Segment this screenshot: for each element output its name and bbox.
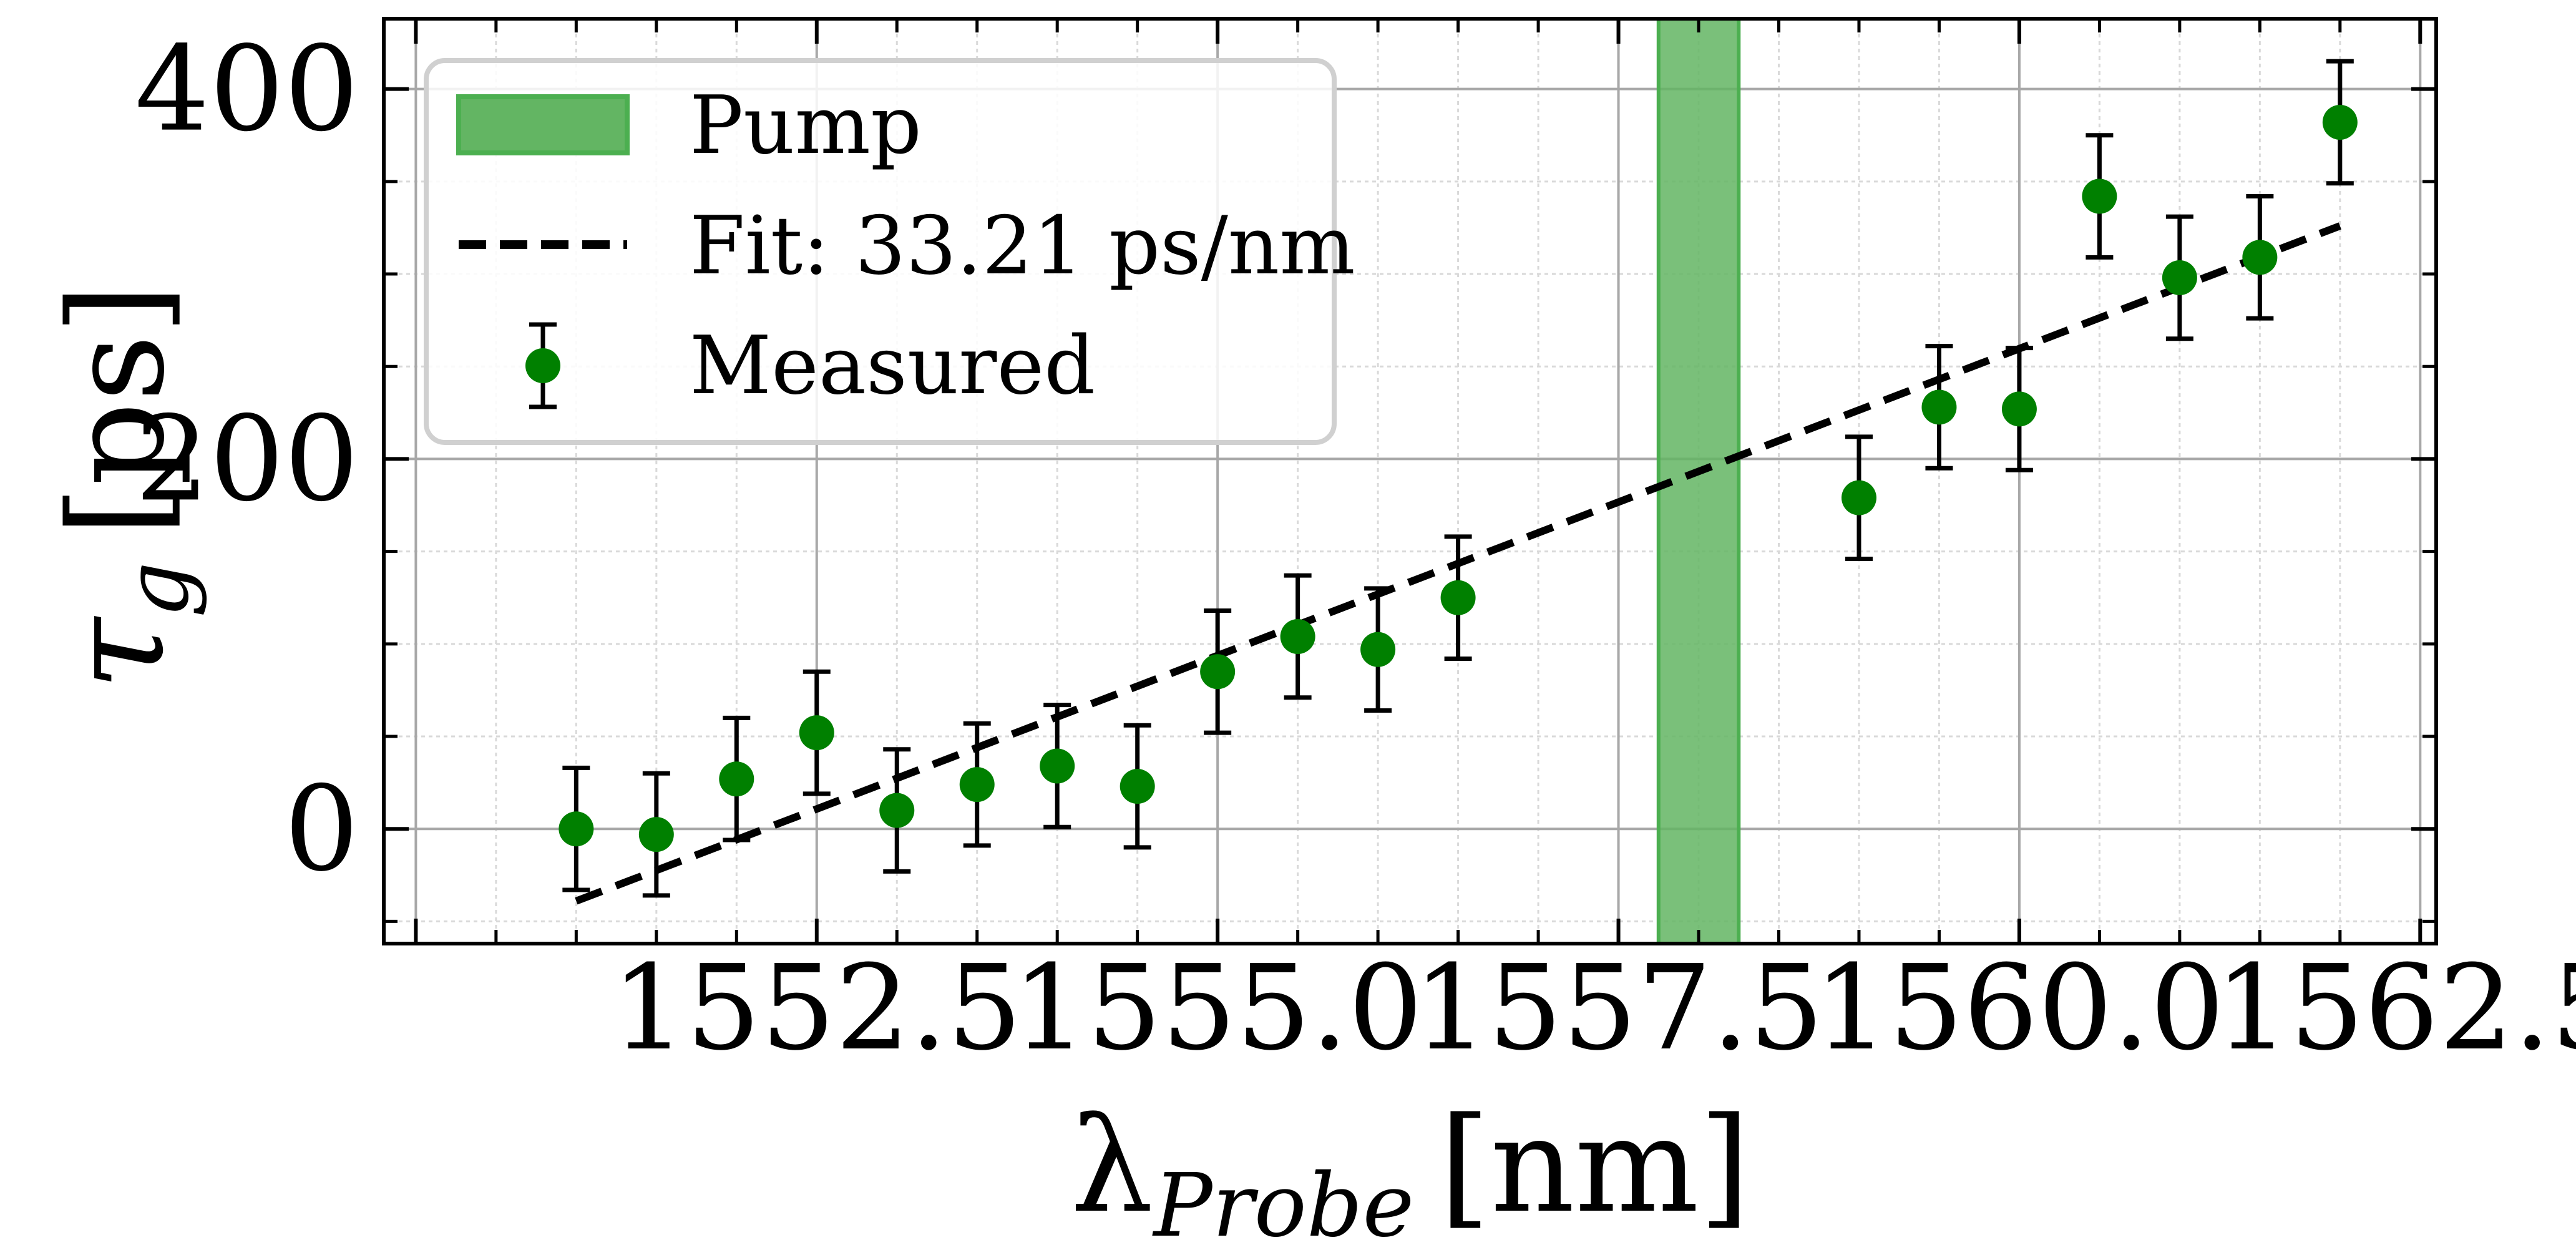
measured-marker	[2082, 178, 2117, 214]
measured-points-layer	[559, 59, 2358, 898]
measured-marker	[1280, 618, 1315, 654]
y-tick-label: 400	[135, 21, 359, 158]
measured-point	[2242, 194, 2278, 321]
y-tick-label: 200	[135, 391, 359, 527]
x-axis-unit: [nm]	[1439, 1089, 1750, 1242]
legend-marker	[525, 348, 560, 383]
measured-marker	[1120, 769, 1155, 804]
measured-marker	[1040, 748, 1075, 784]
measured-point	[1200, 608, 1236, 735]
measured-point	[1040, 703, 1075, 829]
plot-frame	[382, 17, 2438, 945]
measured-marker	[799, 715, 834, 751]
measured-point	[1841, 434, 1876, 561]
measured-point	[799, 669, 834, 796]
legend-pump-label: Pump	[690, 79, 922, 172]
y-axis-title: τg [ps]	[41, 283, 208, 690]
measured-marker	[2322, 104, 2358, 140]
measured-marker	[2162, 260, 2197, 295]
measured-point	[2162, 214, 2197, 341]
legend-measured-swatch	[525, 322, 560, 409]
legend-measured-label: Measured	[690, 320, 1095, 413]
x-tick-label: 1552.5	[612, 940, 1022, 1077]
x-axis-symbol: λ	[1070, 1089, 1153, 1242]
legend: Pump Fit: 33.21 ps/nm Measured	[424, 58, 1355, 445]
measured-point	[1360, 586, 1396, 713]
y-tick-label: 0	[284, 761, 359, 897]
measured-point	[879, 747, 915, 874]
x-axis-subscript: Probe	[1151, 1155, 1414, 1250]
measured-marker	[1360, 632, 1396, 667]
measured-point	[559, 765, 594, 892]
measured-point	[1921, 344, 1957, 471]
measured-marker	[1841, 480, 1876, 515]
measured-point	[2082, 133, 2117, 260]
measured-point	[2322, 59, 2358, 186]
measured-marker	[959, 767, 995, 803]
x-tick-label: 1560.0	[1814, 940, 2225, 1077]
measured-point	[1280, 573, 1315, 700]
x-tick-label: 1562.5	[2215, 940, 2576, 1077]
axis-ticks	[384, 19, 2436, 944]
x-tick-label: 1557.5	[1413, 940, 1824, 1077]
measured-point	[719, 715, 754, 842]
measured-point	[638, 771, 674, 898]
measured-point	[2001, 346, 2037, 472]
measured-marker	[2001, 391, 2037, 427]
measured-marker	[559, 811, 594, 847]
y-axis-symbol: τ	[41, 616, 193, 690]
measured-marker	[879, 793, 915, 828]
y-axis-unit: [ps]	[41, 283, 193, 537]
measured-point	[959, 721, 995, 848]
legend-box	[424, 58, 1337, 445]
x-axis-title: λProbe [nm]	[1070, 1089, 1750, 1250]
y-axis-subscript: g	[107, 562, 208, 618]
measured-point	[1120, 723, 1155, 850]
measured-marker	[1200, 654, 1236, 690]
measured-marker	[1440, 580, 1476, 615]
measured-point	[1440, 534, 1476, 662]
measured-marker	[638, 817, 674, 852]
legend-fit-label: Fit: 33.21 ps/nm	[690, 200, 1355, 293]
measured-marker	[719, 761, 754, 797]
measured-marker	[2242, 240, 2278, 275]
legend-pump-swatch	[456, 94, 630, 155]
y-tick-labels: 0 200 400	[135, 21, 359, 898]
measured-marker	[1921, 389, 1957, 425]
x-tick-label: 1555.0	[1012, 940, 1423, 1077]
